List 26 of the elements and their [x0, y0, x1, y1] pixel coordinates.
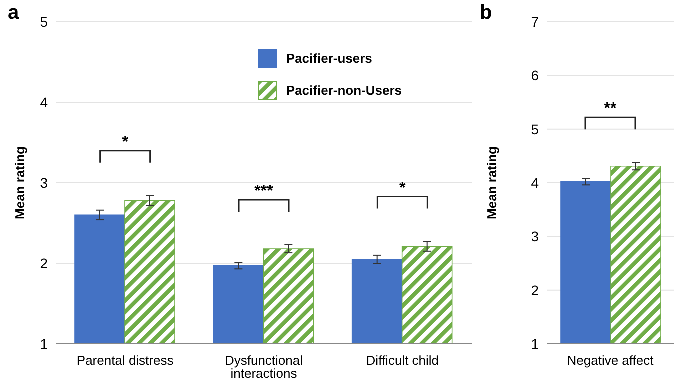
annotation: ** [604, 100, 618, 118]
annotation: * [122, 134, 130, 151]
y-tick-label: 4 [40, 94, 48, 110]
x-tick-label: Parental distress [76, 353, 174, 368]
y-tick-label: 5 [531, 121, 540, 138]
y-tick-label: 2 [40, 255, 48, 272]
chart-title: b [480, 2, 492, 25]
legend-label: Pacifier-non-Users [286, 82, 402, 98]
chart-title: a [8, 2, 20, 25]
legend-label: Pacifier-users [286, 50, 372, 66]
y-tick-label: 1 [40, 336, 48, 352]
y-tick-label: 2 [531, 282, 540, 298]
y-tick-label: 3 [40, 174, 48, 191]
y-axis-title: Mean rating [484, 146, 500, 220]
annotation: *** [254, 182, 274, 200]
y-tick-label: 6 [531, 68, 540, 84]
y-axis-title: Mean rating [12, 146, 28, 220]
y-tick-label: 7 [531, 14, 540, 30]
y-tick-label: 5 [40, 14, 48, 30]
y-tick-label: 4 [531, 174, 540, 191]
x-tick-label: Difficult child [366, 353, 440, 368]
y-tick-label: 1 [531, 336, 540, 352]
y-tick-label: 3 [531, 228, 540, 245]
x-tick-label: Negative affect [567, 353, 654, 368]
x-tick-label: Dysfunctional interactions [224, 353, 304, 382]
annotation: * [400, 180, 407, 197]
